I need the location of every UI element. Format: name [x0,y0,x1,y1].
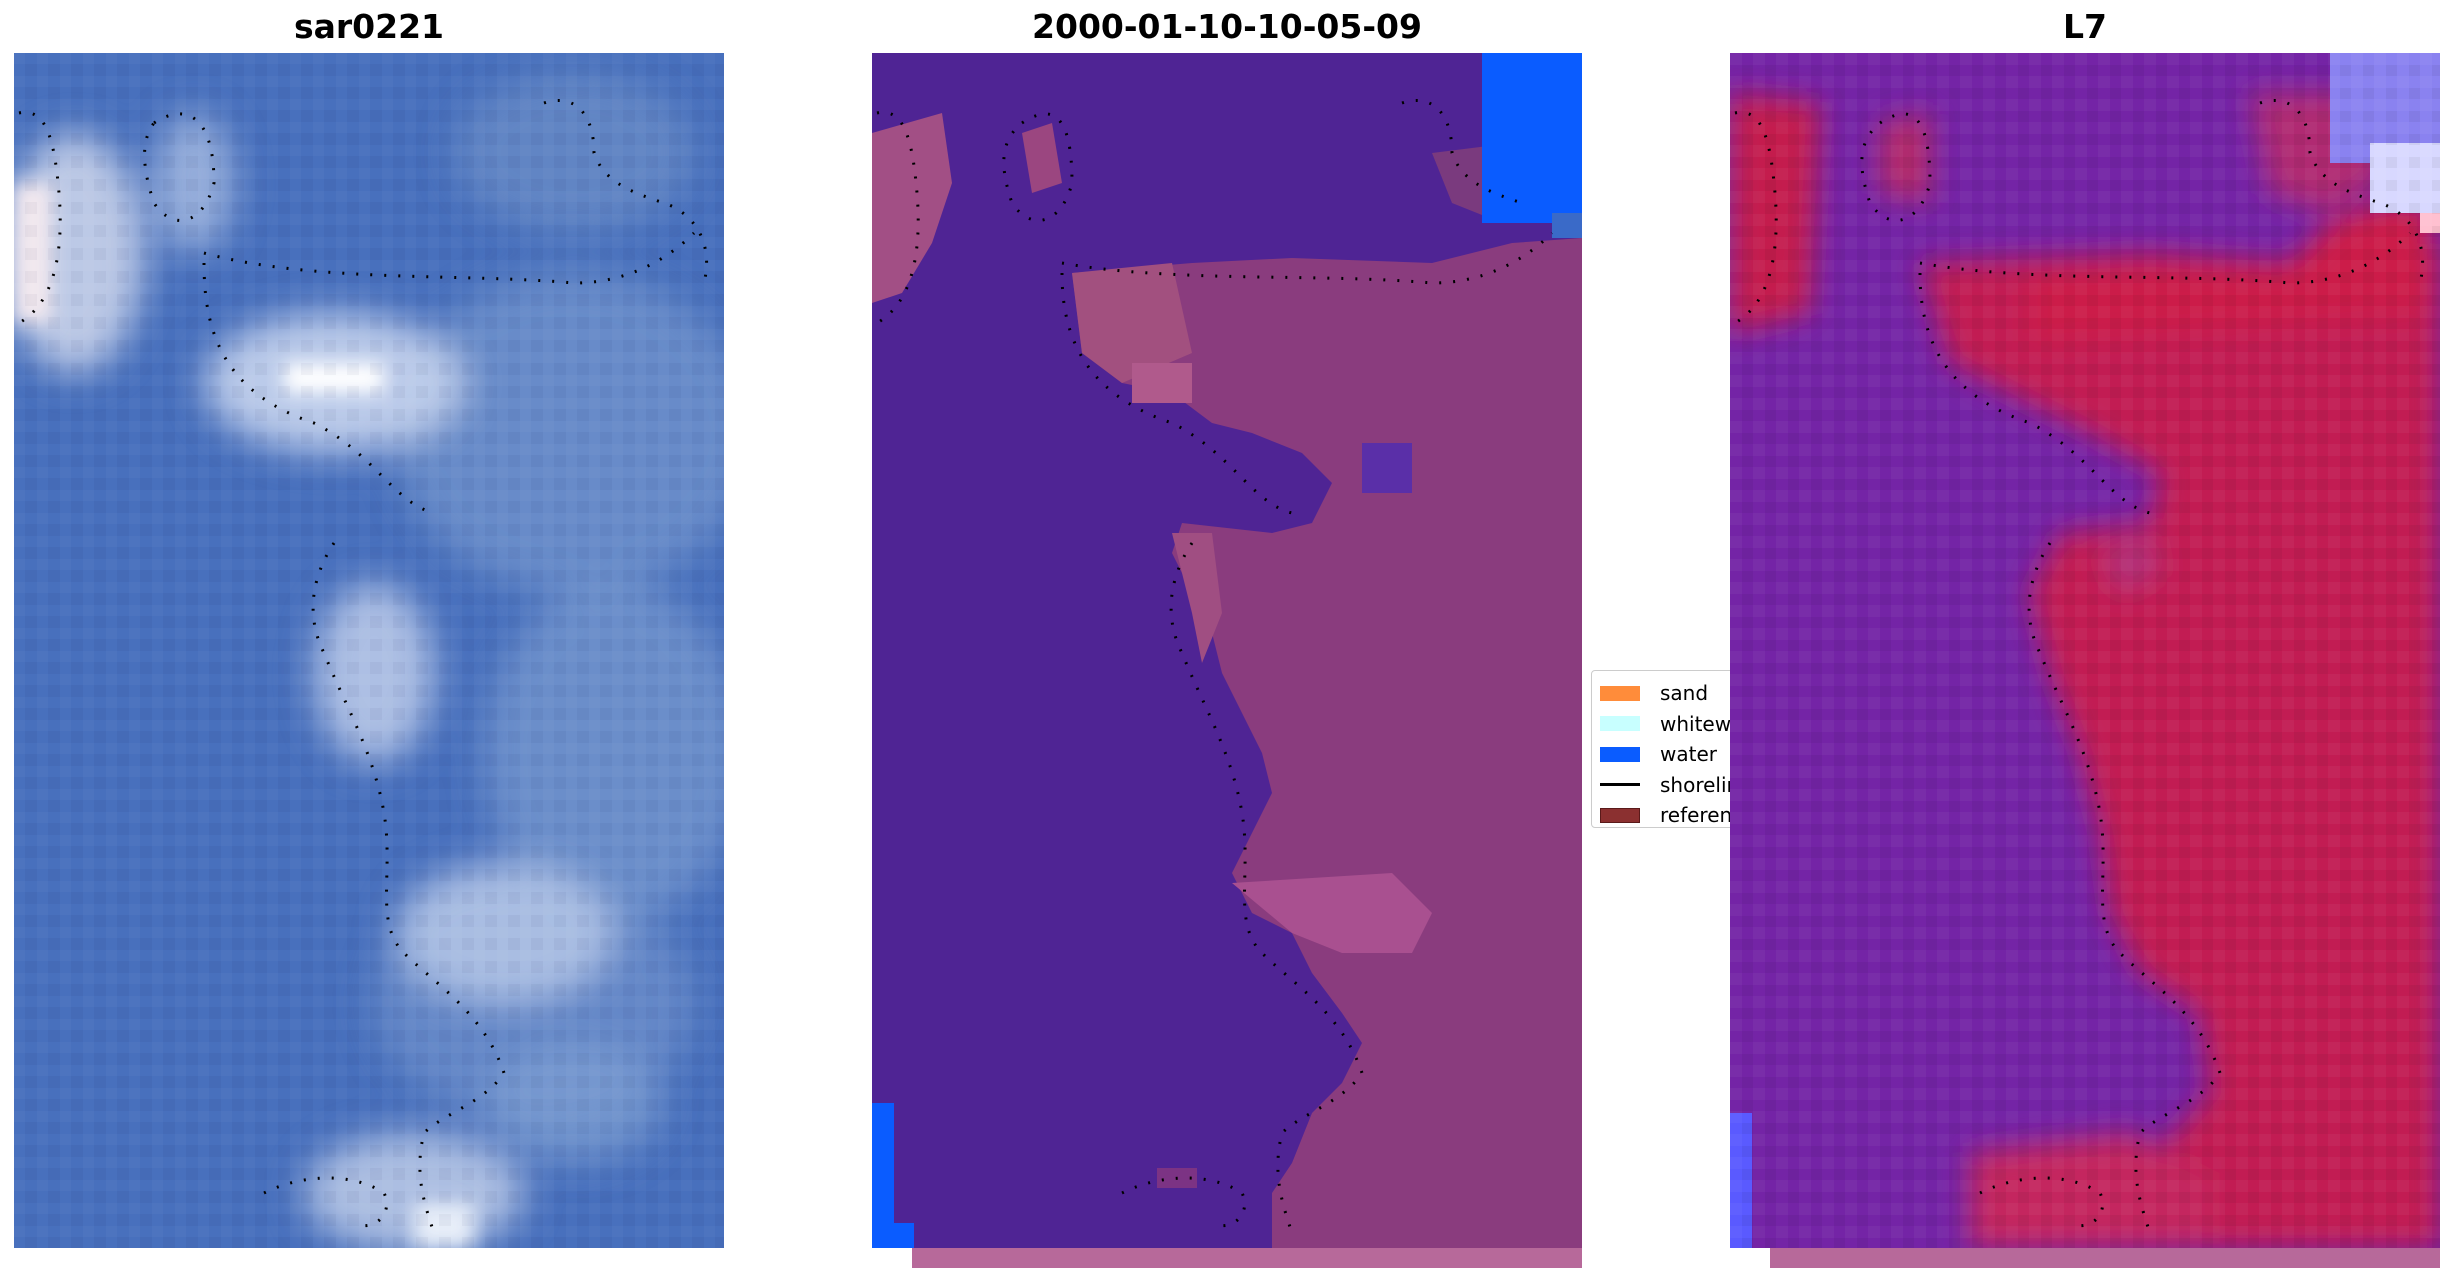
panel-title-date: 2000-01-10-10-05-09 [1032,7,1422,46]
legend-label-reference: reference [1660,803,1751,828]
legend-label-water: water [1660,742,1717,767]
index-image [1730,53,2440,1248]
legend-item-whitewater: whitewater [1592,709,1750,740]
panel-title-sar0221: sar0221 [293,7,445,46]
classified-image [872,53,1582,1248]
index-overflow-strip [1770,1248,2440,1268]
legend-label-sand: sand [1660,681,1709,706]
sand-swatch [1600,685,1640,701]
legend-item-reference: reference [1592,800,1751,828]
legend: sand whitewater water shoreline referenc… [1591,670,1751,828]
legend-item-water: water [1592,739,1750,770]
reference-swatch [1600,807,1640,823]
shoreline-swatch [1600,783,1640,787]
water-swatch [1600,746,1640,762]
classified-overflow-strip [912,1248,1582,1268]
legend-item-shoreline: shoreline [1592,770,1750,801]
rgb-satellite-image [14,53,724,1248]
panel-title-l7: L7 [2063,7,2107,46]
legend-item-sand: sand [1592,678,1750,709]
whitewater-swatch [1600,716,1640,732]
